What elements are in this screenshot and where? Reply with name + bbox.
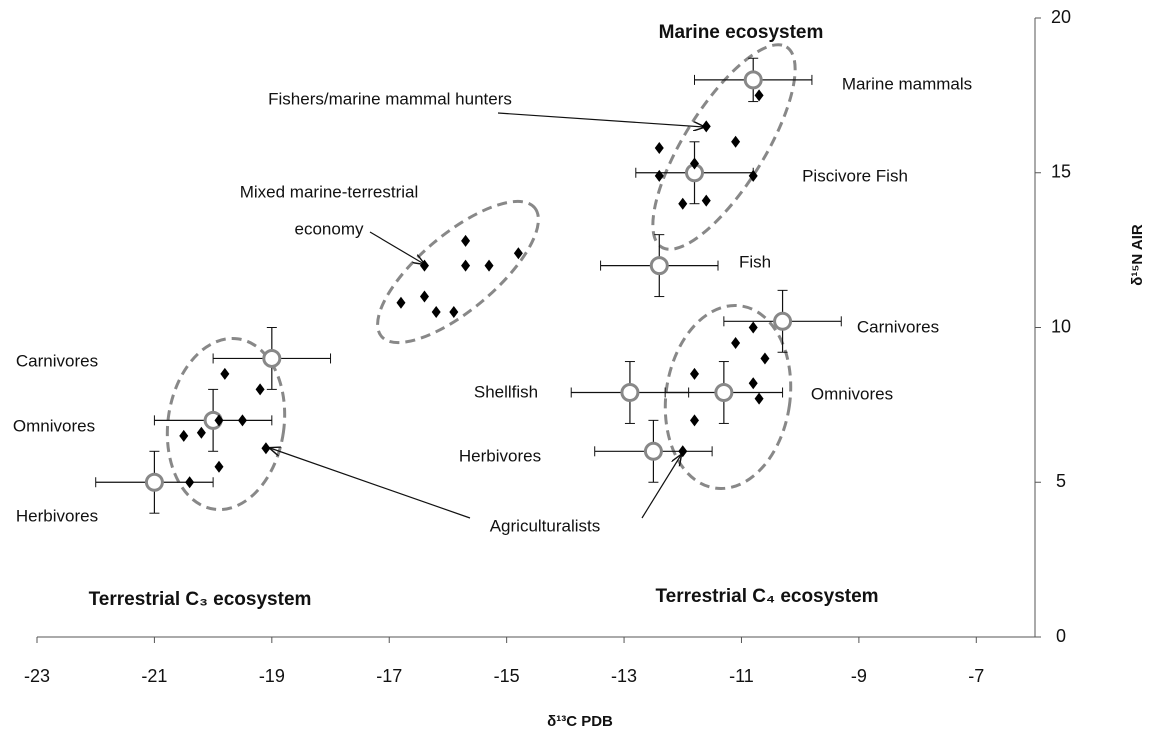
x-tick-label: -21 [141,666,167,686]
data-point [760,352,770,365]
data-point [731,135,741,148]
annotation: economy [295,219,364,238]
point-label: Carnivores [857,317,939,336]
data-point [449,306,459,319]
data-point [461,234,471,247]
point-label: Carnivores [16,351,98,370]
y-tick-label: 15 [1051,162,1071,182]
ellipse-c3 [165,336,287,512]
data-point [484,259,494,272]
annotation: Mixed marine-terrestrial [240,182,419,201]
point-label: Piscivore Fish [802,166,908,185]
data-point [396,296,406,309]
arrow [270,448,471,519]
reference-point [649,256,669,276]
data-point [255,383,265,396]
point-label: Shellfish [474,382,538,401]
data-point [678,197,688,210]
reference-point [743,70,763,90]
x-tick-label: -11 [729,666,754,686]
annotation: Marine ecosystem [659,22,824,43]
data-point [701,194,711,207]
data-point [419,290,429,303]
y-tick-label: 0 [1056,626,1066,646]
reference-point [773,311,793,331]
data-point [690,157,700,170]
data-point [461,259,471,272]
data-point [754,392,764,405]
reference-point [643,441,663,461]
annotation: Fishers/marine mammal hunters [268,89,512,108]
arrows [270,112,704,519]
point-label: Marine mammals [842,74,972,93]
annotation: Terrestrial C₃ ecosystem [89,589,312,610]
point-label: Herbivores [459,446,541,465]
y-tick-label: 10 [1051,316,1071,336]
x-tick-label: -13 [611,666,637,686]
x-tick-label: -9 [851,666,867,686]
data-point [654,169,664,182]
y-axis-label: δ¹⁵N AIR [1129,224,1146,286]
y-tick-label: 20 [1051,7,1071,27]
data-point [731,336,741,349]
arrow [497,112,704,127]
data-point [214,460,224,473]
data-point [185,476,195,489]
x-tick-label: -7 [968,666,984,686]
data-point [419,259,429,272]
point-label: Herbivores [16,506,98,525]
data-point [220,367,230,380]
reference-point [144,472,164,492]
data-point [179,429,189,442]
data-point [237,414,247,427]
data-point [513,247,523,260]
x-tick-label: -19 [259,666,285,686]
x-tick-label: -23 [24,666,50,686]
data-point [748,169,758,182]
ellipse-mixed [376,199,540,345]
data-point [196,426,206,439]
annotation: Terrestrial C₄ ecosystem [655,586,878,607]
reference-point [262,348,282,368]
reference-point [620,382,640,402]
data-point [701,120,711,133]
arrow [369,231,424,264]
annotation: Agriculturalists [490,516,601,535]
data-point [748,377,758,390]
data-point [431,306,441,319]
x-axis-label: δ¹³C PDB [547,713,613,730]
y-tick-label: 5 [1056,471,1066,491]
data-point [690,367,700,380]
data-point [261,442,271,455]
data-point [754,89,764,102]
data-point [690,414,700,427]
point-label: Fish [739,252,771,271]
data-point [748,321,758,334]
point-label: Omnivores [811,384,893,403]
arrow [641,455,681,519]
x-tick-label: -15 [494,666,520,686]
reference-point [714,382,734,402]
data-point [214,414,224,427]
data-point [654,141,664,154]
data-point [678,445,688,458]
ellipse-c4 [663,303,793,491]
x-tick-label: -17 [376,666,402,686]
point-label: Omnivores [13,416,95,435]
